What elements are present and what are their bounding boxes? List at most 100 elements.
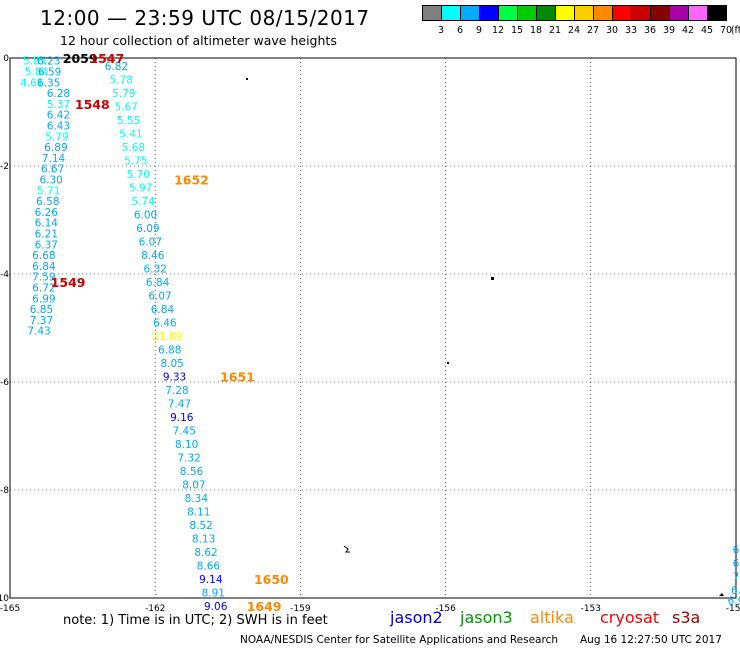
colorbar-tick: 39 [662, 25, 676, 36]
x-tick-label: -150 [726, 604, 740, 614]
pass-time-label: 1548 [75, 97, 110, 112]
pass-time-label: 1651 [220, 370, 255, 385]
wave-height-label: 7.59 [32, 272, 55, 284]
wave-height-label: 5.85 [23, 56, 46, 68]
wave-height-label: 6.30 [39, 175, 62, 187]
wave-height-label: 5.79 [112, 88, 135, 100]
chart-subtitle: 12 hour collection of altimeter wave hei… [60, 33, 337, 48]
wave-height-label: 7.28 [165, 385, 188, 397]
wave-height-label: 6.46 [153, 318, 177, 330]
wave-height-label: 8.13 [192, 534, 215, 546]
colorbar-tick: 21 [548, 25, 562, 36]
wave-height-label: 5.41 [119, 129, 142, 141]
colorbar-tick: 33 [624, 25, 638, 36]
wave-height-label: 8.62 [194, 547, 217, 559]
colorbar-tick: 36 [643, 25, 657, 36]
island-marker [447, 362, 449, 364]
wave-height-label: 6.09 [136, 223, 159, 235]
colorbar-tick: 27 [586, 25, 600, 36]
wave-height-label: 8.10 [175, 439, 198, 451]
wave-height-label: 8.56 [180, 466, 204, 478]
y-tick-label: -10 [0, 594, 9, 604]
wave-height-label: 7.47 [168, 399, 191, 411]
wave-height-label: 6.84 [146, 277, 170, 289]
wave-height-label: 5.37 [47, 99, 70, 111]
wave-height-label: 6 [733, 544, 740, 556]
wave-height-label: 8.05 [160, 358, 183, 370]
y-tick-label: -8 [0, 486, 9, 496]
wave-height-label: 6.07 [148, 291, 171, 303]
colorbar-unit: (ft) [730, 25, 740, 36]
wave-height-label: 6.26 [35, 207, 59, 219]
y-tick-label: 0 [3, 54, 9, 64]
wave-height-label: 5.79 [45, 131, 68, 143]
wave-height-label: 6. [731, 585, 740, 597]
colorbar-tick: 3 [437, 25, 445, 36]
wave-height-label: 6.32 [144, 264, 167, 276]
wave-height-label: 6.84 [151, 304, 175, 316]
wave-height-label: 8.91 [202, 588, 225, 600]
wave-height-label: 5.74 [131, 196, 155, 208]
pass-time-label: 1652 [174, 173, 209, 188]
wave-height-label: 8.66 [197, 561, 221, 573]
legend-jason3: jason3 [460, 608, 513, 627]
legend-s3a: s3a [672, 608, 701, 627]
wave-height-label: 9.33 [163, 372, 186, 384]
wave-height-label: 9.16 [170, 412, 194, 424]
wave-height-label: 5.71 [37, 185, 60, 197]
colorbar-tick: 30 [605, 25, 619, 36]
generated-timestamp: Aug 16 12:27:50 UTC 2017 [580, 634, 722, 646]
x-tick-label: -162 [145, 604, 165, 614]
wave-height-label: 7.37 [30, 315, 53, 327]
wave-height-label: 5.70 [127, 169, 150, 181]
wave-height-label: 6.35 [37, 77, 60, 89]
wave-height-label: 6.72 [32, 283, 55, 295]
colorbar-tick: 15 [510, 25, 524, 36]
x-tick-label: -156 [435, 604, 456, 614]
pass-time-label: 2059 [63, 51, 98, 66]
colorbar-tick: 6 [456, 25, 464, 36]
wave-height-label: 8.46 [141, 250, 165, 262]
wave-height-label: 5.68 [122, 142, 145, 154]
wave-height-label: 5.67 [114, 102, 137, 114]
wave-height-label: 5.84 [25, 67, 49, 79]
y-tick-label: -2 [0, 162, 9, 172]
wave-height-label: 7.14 [42, 153, 66, 165]
pass-time-label: 1549 [51, 275, 86, 290]
wave-height-label: 6.42 [47, 110, 70, 122]
island-marker [343, 545, 350, 553]
colorbar-tick: 12 [491, 25, 505, 36]
wave-height-label: 6.88 [158, 345, 181, 357]
y-tick-label: -4 [0, 270, 9, 280]
wave-height-label: 5.75 [124, 156, 147, 168]
x-tick-label: -159 [290, 604, 311, 614]
island-marker [246, 78, 248, 80]
wave-height-label: 8.34 [185, 493, 209, 505]
wave-height-label: 9.14 [199, 574, 223, 586]
plot-frame [9, 57, 737, 599]
wave-height-label: 6.67 [41, 164, 64, 176]
wave-height-label: 6.85 [30, 304, 53, 316]
x-tick-label: -165 [0, 604, 20, 614]
wave-height-label: 6.82 [105, 61, 128, 73]
wave-height-label: 6.9 [728, 596, 740, 608]
legend-altika: altika [530, 608, 574, 627]
wave-height-label: 6.84 [32, 261, 56, 273]
island-marker [719, 593, 724, 596]
wave-height-label: 6 [733, 558, 740, 570]
wave-height-label: 7.45 [173, 426, 196, 438]
footer-note: note: 1) Time is in UTC; 2) SWH is in fe… [63, 613, 328, 628]
colorbar-tick: 24 [567, 25, 581, 36]
wave-height-label: 5.78 [110, 75, 133, 87]
wave-height-label: 8.11 [187, 507, 210, 519]
wave-height-label: 8.52 [189, 520, 212, 532]
island-marker [491, 277, 494, 280]
wave-height-label: 6.14 [35, 218, 59, 230]
chart-title: 12:00 — 23:59 UTC 08/15/2017 [40, 6, 370, 30]
legend-jason2: jason2 [390, 608, 443, 627]
wave-height-label: 6.59 [38, 67, 61, 79]
wave-height-label: 7.43 [27, 326, 50, 338]
wave-height-label: 6.58 [36, 196, 59, 208]
y-tick-label: -6 [0, 378, 9, 388]
wave-height-label: 9.06 [204, 601, 228, 613]
